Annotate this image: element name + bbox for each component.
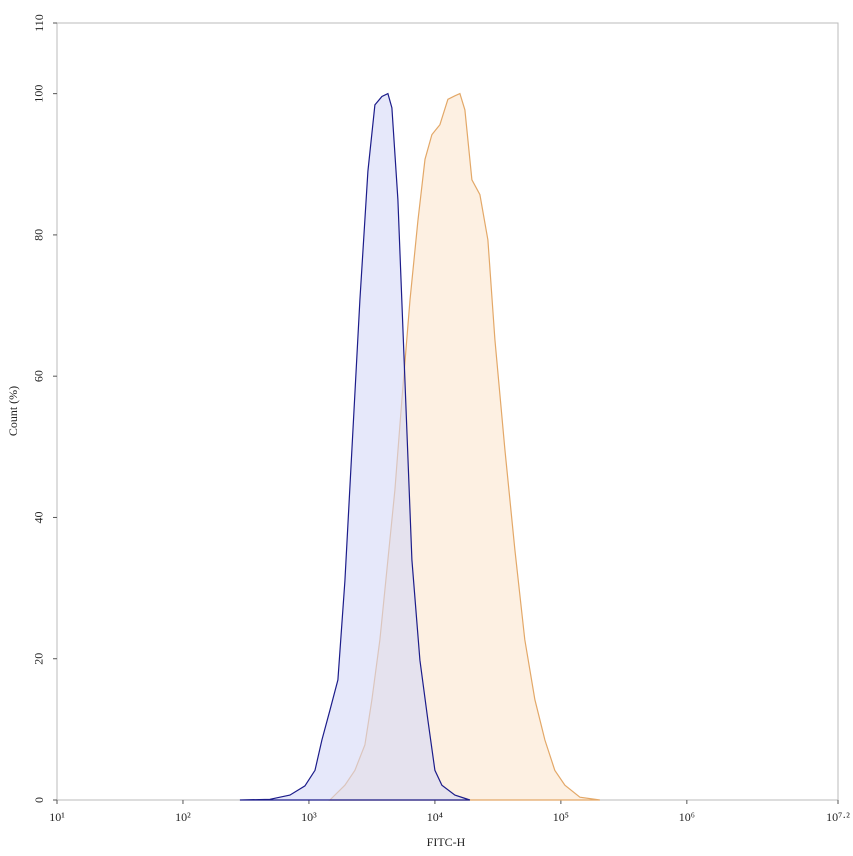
y-tick-label: 0	[32, 797, 46, 803]
y-tick-label: 60	[32, 370, 46, 382]
x-tick-label: 10²	[175, 810, 191, 824]
y-tick-label: 20	[32, 653, 46, 665]
y-tick-label: 40	[32, 511, 46, 523]
x-tick-label: 10⁴	[427, 810, 443, 824]
y-tick-label: 110	[32, 14, 46, 32]
x-tick-label: 10¹	[49, 810, 65, 824]
y-tick-label: 100	[32, 85, 46, 103]
y-tick-label: 80	[32, 229, 46, 241]
x-tick-label: 10⁵	[553, 810, 569, 824]
histogram-area	[239, 92, 471, 801]
x-tick-label: 10⁶	[679, 810, 695, 824]
x-tick-label: 10⁷·²	[826, 810, 850, 824]
x-axis-title: FITC-H	[427, 835, 466, 849]
y-axis-title: Count (%)	[6, 386, 20, 436]
x-tick-label: 10³	[301, 810, 317, 824]
